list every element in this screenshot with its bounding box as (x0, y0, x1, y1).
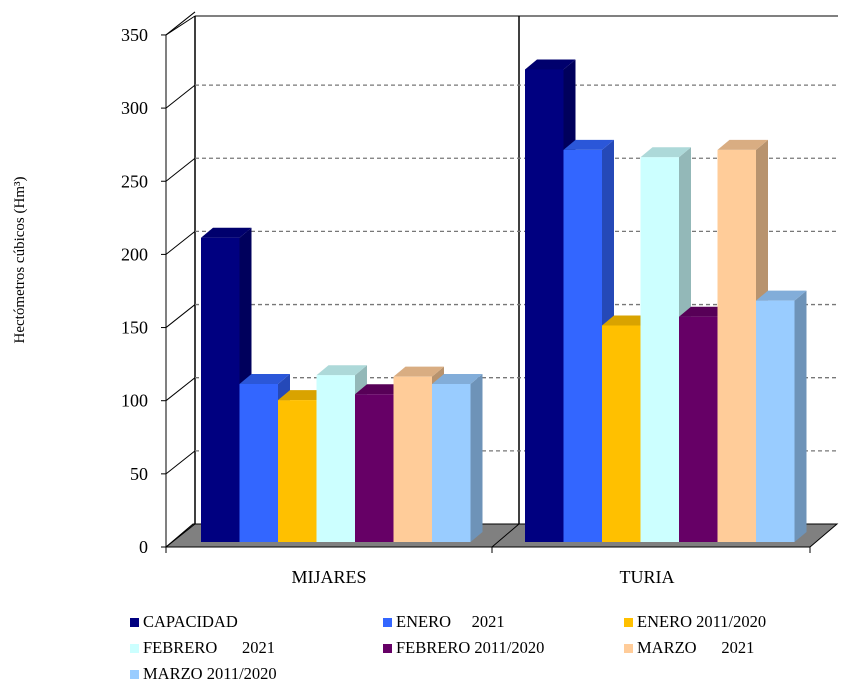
bar-top (679, 306, 730, 317)
side-wall-gridline (165, 84, 196, 109)
y-tick-label: 100 (121, 391, 148, 411)
bar-top (525, 59, 576, 70)
bar-top (393, 366, 444, 377)
legend-swatch (624, 643, 633, 653)
y-tick-label: 200 (121, 244, 148, 264)
y-tick-label: 300 (121, 98, 148, 118)
bar (316, 375, 355, 542)
legend-item: ENERO 2011/2020 (624, 612, 766, 632)
bar-side (794, 290, 807, 542)
legend-label: ENERO 2021 (396, 612, 505, 631)
legend-label: MARZO 2011/2020 (143, 664, 277, 683)
bar (717, 149, 756, 542)
bar-top (563, 139, 614, 150)
side-wall-gridline (165, 450, 196, 475)
y-tick-label: 0 (139, 537, 148, 557)
side-wall-gridline (165, 231, 196, 255)
legend-item: FEBRERO 2021 (130, 638, 275, 658)
legend-item: CAPACIDAD (130, 612, 238, 632)
bar (756, 300, 795, 542)
legend-item: FEBRERO 2011/2020 (383, 638, 544, 658)
side-wall-gridline (165, 304, 196, 328)
legend-item: ENERO 2021 (383, 612, 505, 632)
legend-swatch (383, 617, 392, 627)
category-label: MIJARES (291, 567, 366, 587)
side-wall-gridline (165, 377, 196, 402)
bar (201, 237, 240, 543)
bar-top (239, 373, 290, 384)
bar-top (717, 139, 768, 150)
legend-swatch (130, 669, 139, 679)
legend-swatch (130, 643, 139, 653)
bar-top (355, 384, 406, 395)
side-wall-gridline (165, 523, 196, 548)
legend-label: FEBRERO 2011/2020 (396, 638, 545, 657)
y-tick-label: 350 (121, 25, 148, 45)
bar (432, 383, 471, 542)
bar (640, 157, 679, 542)
bar-top (278, 390, 329, 401)
bar (563, 149, 602, 542)
bar (679, 316, 718, 542)
bar (239, 383, 278, 542)
bar-top (602, 315, 653, 326)
side-wall-top-edge (165, 15, 196, 36)
bar-top (316, 365, 367, 376)
legend-label: FEBRERO 2021 (143, 638, 276, 657)
y-tick-label: 250 (121, 171, 148, 191)
legend-label: CAPACIDAD (143, 612, 238, 631)
bar-top (640, 147, 691, 158)
legend-label: ENERO 2011/2020 (637, 612, 767, 631)
side-wall-gridline (165, 11, 196, 36)
y-axis (161, 34, 811, 553)
side-wall-gridline (165, 157, 196, 182)
bar (355, 394, 394, 542)
legend-item: MARZO 2021 (624, 638, 754, 658)
y-tick-labels: 0 50 100 150 200 250 300 350 (121, 25, 148, 557)
y-tick-label: 150 (121, 318, 148, 338)
bar-side (470, 373, 483, 542)
bar (525, 69, 564, 543)
legend-item: MARZO 2011/2020 (130, 664, 277, 684)
category-labels: MIJARES TURIA (291, 567, 674, 587)
legend-swatch (624, 617, 633, 627)
y-tick-label: 50 (130, 464, 148, 484)
bar-top (756, 290, 807, 301)
y-axis-label: Hectómetros cúbicos (Hm³) (12, 177, 28, 344)
bar (602, 325, 641, 542)
bars (201, 59, 807, 543)
floor-divider (491, 523, 520, 548)
legend-swatch (130, 617, 139, 627)
legend-swatch (383, 643, 392, 653)
bar (393, 376, 432, 542)
category-label: TURIA (620, 567, 675, 587)
bar-top (432, 373, 483, 384)
bar (278, 400, 317, 542)
bar-top (201, 227, 252, 238)
legend-label: MARZO 2021 (637, 638, 755, 657)
